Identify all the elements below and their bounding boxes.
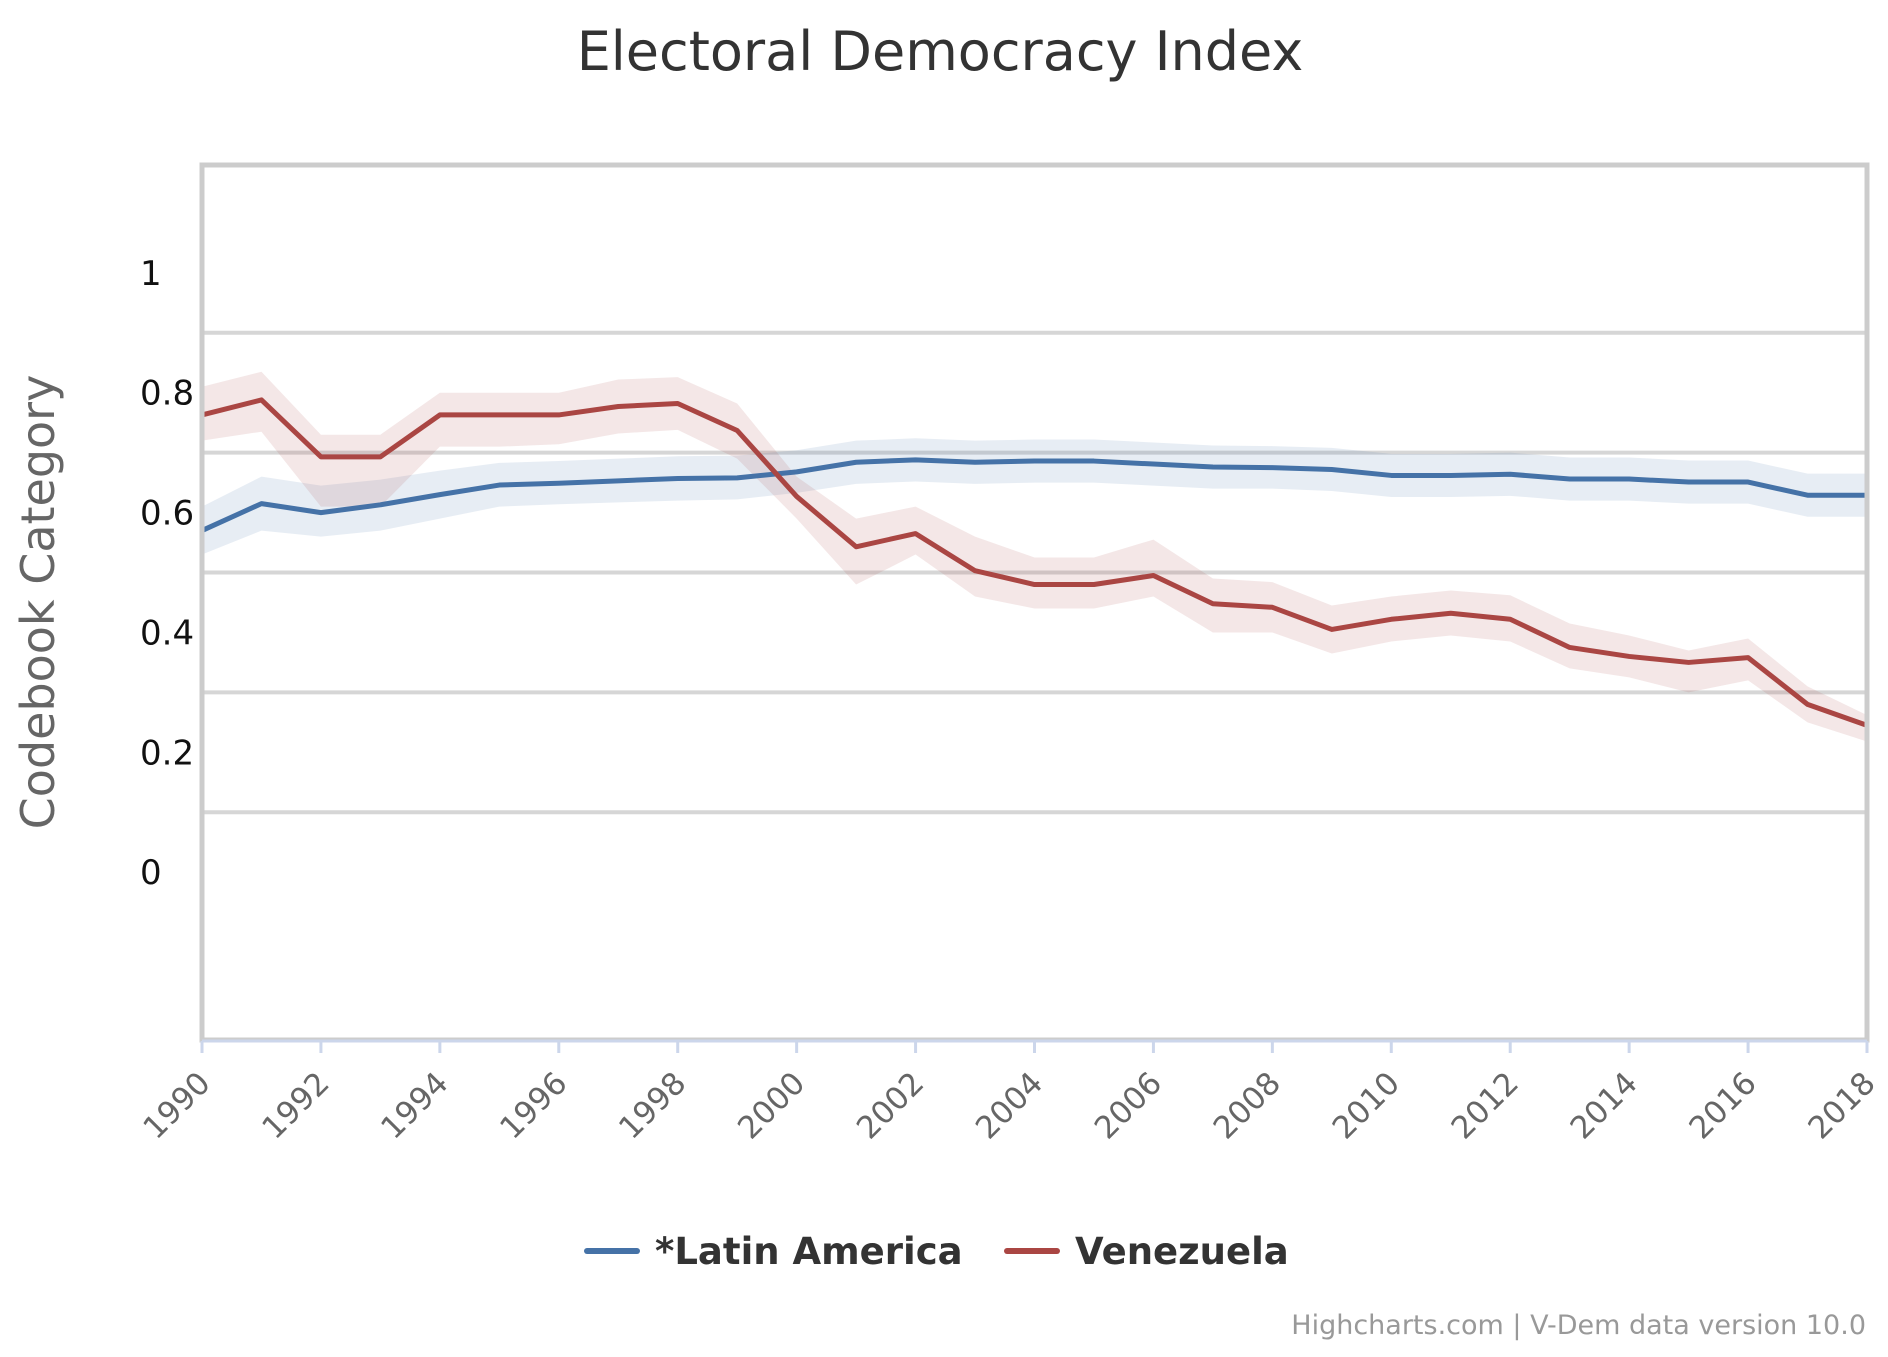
- x-tick-label: 1990: [136, 1065, 217, 1146]
- confidence-bands: [202, 371, 1867, 742]
- legend-label[interactable]: *Latin America: [655, 1230, 963, 1273]
- x-tick-label: 2004: [969, 1065, 1050, 1146]
- y-tick-label: 0.6: [140, 494, 194, 534]
- x-tick-label: 2012: [1445, 1065, 1526, 1146]
- y-tick-label: 0.8: [140, 374, 194, 414]
- confidence-band: [202, 371, 1867, 742]
- chart-title: Electoral Democracy Index: [577, 20, 1304, 83]
- x-tick-label: 1996: [493, 1065, 574, 1146]
- series-line[interactable]: [199, 397, 1870, 728]
- y-tick-label: 0: [140, 853, 162, 893]
- series-line[interactable]: [199, 457, 1870, 534]
- x-tick-label: 1992: [255, 1065, 336, 1146]
- legend-label[interactable]: Venezuela: [1075, 1230, 1289, 1273]
- y-axis-ticks: 1 0.8 0.6 0.4 0.2 0: [140, 254, 194, 893]
- y-tick-label: 1: [140, 254, 162, 294]
- x-tick-label: 1998: [612, 1065, 693, 1146]
- y-axis-label: Codebook Category: [11, 375, 65, 830]
- credits[interactable]: Highcharts.com | V-Dem data version 10.0: [1291, 1310, 1866, 1341]
- x-tick-label: 2010: [1326, 1065, 1407, 1146]
- x-axis-ticks: 1990 1992 1994 1996 1998 2000 2002 2004 2006 2008…: [136, 1041, 1883, 1146]
- series-lines: [199, 397, 1870, 728]
- legend[interactable]: *Latin America Venezuela: [584, 1230, 1289, 1273]
- x-tick-label: 2008: [1207, 1065, 1288, 1146]
- x-tick-label: 2016: [1682, 1065, 1763, 1146]
- y-tick-label: 0.4: [140, 613, 194, 653]
- x-tick-label: 2006: [1088, 1065, 1169, 1146]
- x-tick-label: 2000: [731, 1065, 812, 1146]
- y-tick-label: 0.2: [140, 733, 194, 773]
- confidence-band: [202, 438, 1867, 555]
- x-tick-label: 2002: [850, 1065, 931, 1146]
- x-tick-label: 1994: [374, 1065, 455, 1146]
- x-tick-label: 2018: [1801, 1065, 1882, 1146]
- gridlines: [202, 330, 1867, 815]
- x-tick-label: 2014: [1564, 1065, 1645, 1146]
